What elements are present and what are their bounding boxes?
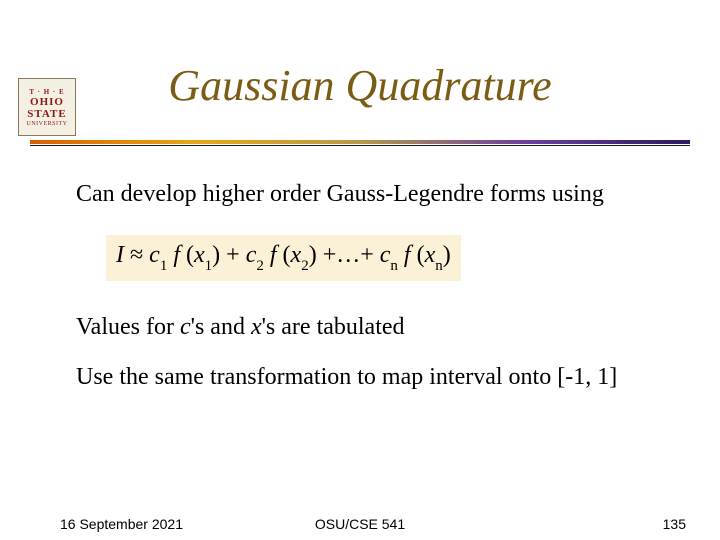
paragraph-tabulated: Values for c's and x's are tabulated [76, 313, 656, 342]
p2-pre: Values for [76, 314, 180, 340]
formula-approx: ≈ [130, 242, 149, 268]
p2-mid: 's and [191, 314, 251, 340]
quadrature-formula: I ≈ c1 f (x1) + c2 f (x2) +…+ cn f (xn) [106, 235, 461, 281]
thick-rule [30, 140, 690, 144]
formula-x2: x2 [291, 242, 309, 268]
p2-c: c [180, 314, 191, 340]
formula-paren: ( [283, 242, 291, 268]
formula-term: cn f [380, 242, 417, 268]
footer-page-number: 135 [663, 516, 686, 532]
formula-paren: ) [212, 242, 220, 268]
slide-title: Gaussian Quadrature [0, 60, 720, 111]
p2-x: x [251, 314, 262, 340]
paragraph-intro: Can develop higher order Gauss-Legendre … [76, 180, 656, 209]
footer-course: OSU/CSE 541 [0, 516, 720, 532]
formula-term: c1 f [149, 242, 186, 268]
formula-paren: ( [417, 242, 425, 268]
slide: T · H · E OHIO STATE UNIVERSITY Gaussian… [0, 0, 720, 540]
p2-post: 's are tabulated [262, 314, 405, 340]
title-underline [30, 140, 690, 152]
slide-body: Can develop higher order Gauss-Legendre … [76, 180, 656, 392]
formula-paren: ( [186, 242, 194, 268]
logo-line-university: UNIVERSITY [27, 121, 68, 127]
thin-rule [30, 145, 690, 146]
formula-x1: x1 [194, 242, 212, 268]
formula-paren: ) [443, 242, 451, 268]
formula-plus: +…+ [323, 242, 374, 268]
paragraph-transform: Use the same transformation to map inter… [76, 363, 656, 392]
formula-I: I [116, 242, 124, 268]
formula-xn: xn [425, 242, 443, 268]
formula-paren: ) [309, 242, 317, 268]
formula-plus: + [226, 242, 240, 268]
formula-term: c2 f [246, 242, 283, 268]
